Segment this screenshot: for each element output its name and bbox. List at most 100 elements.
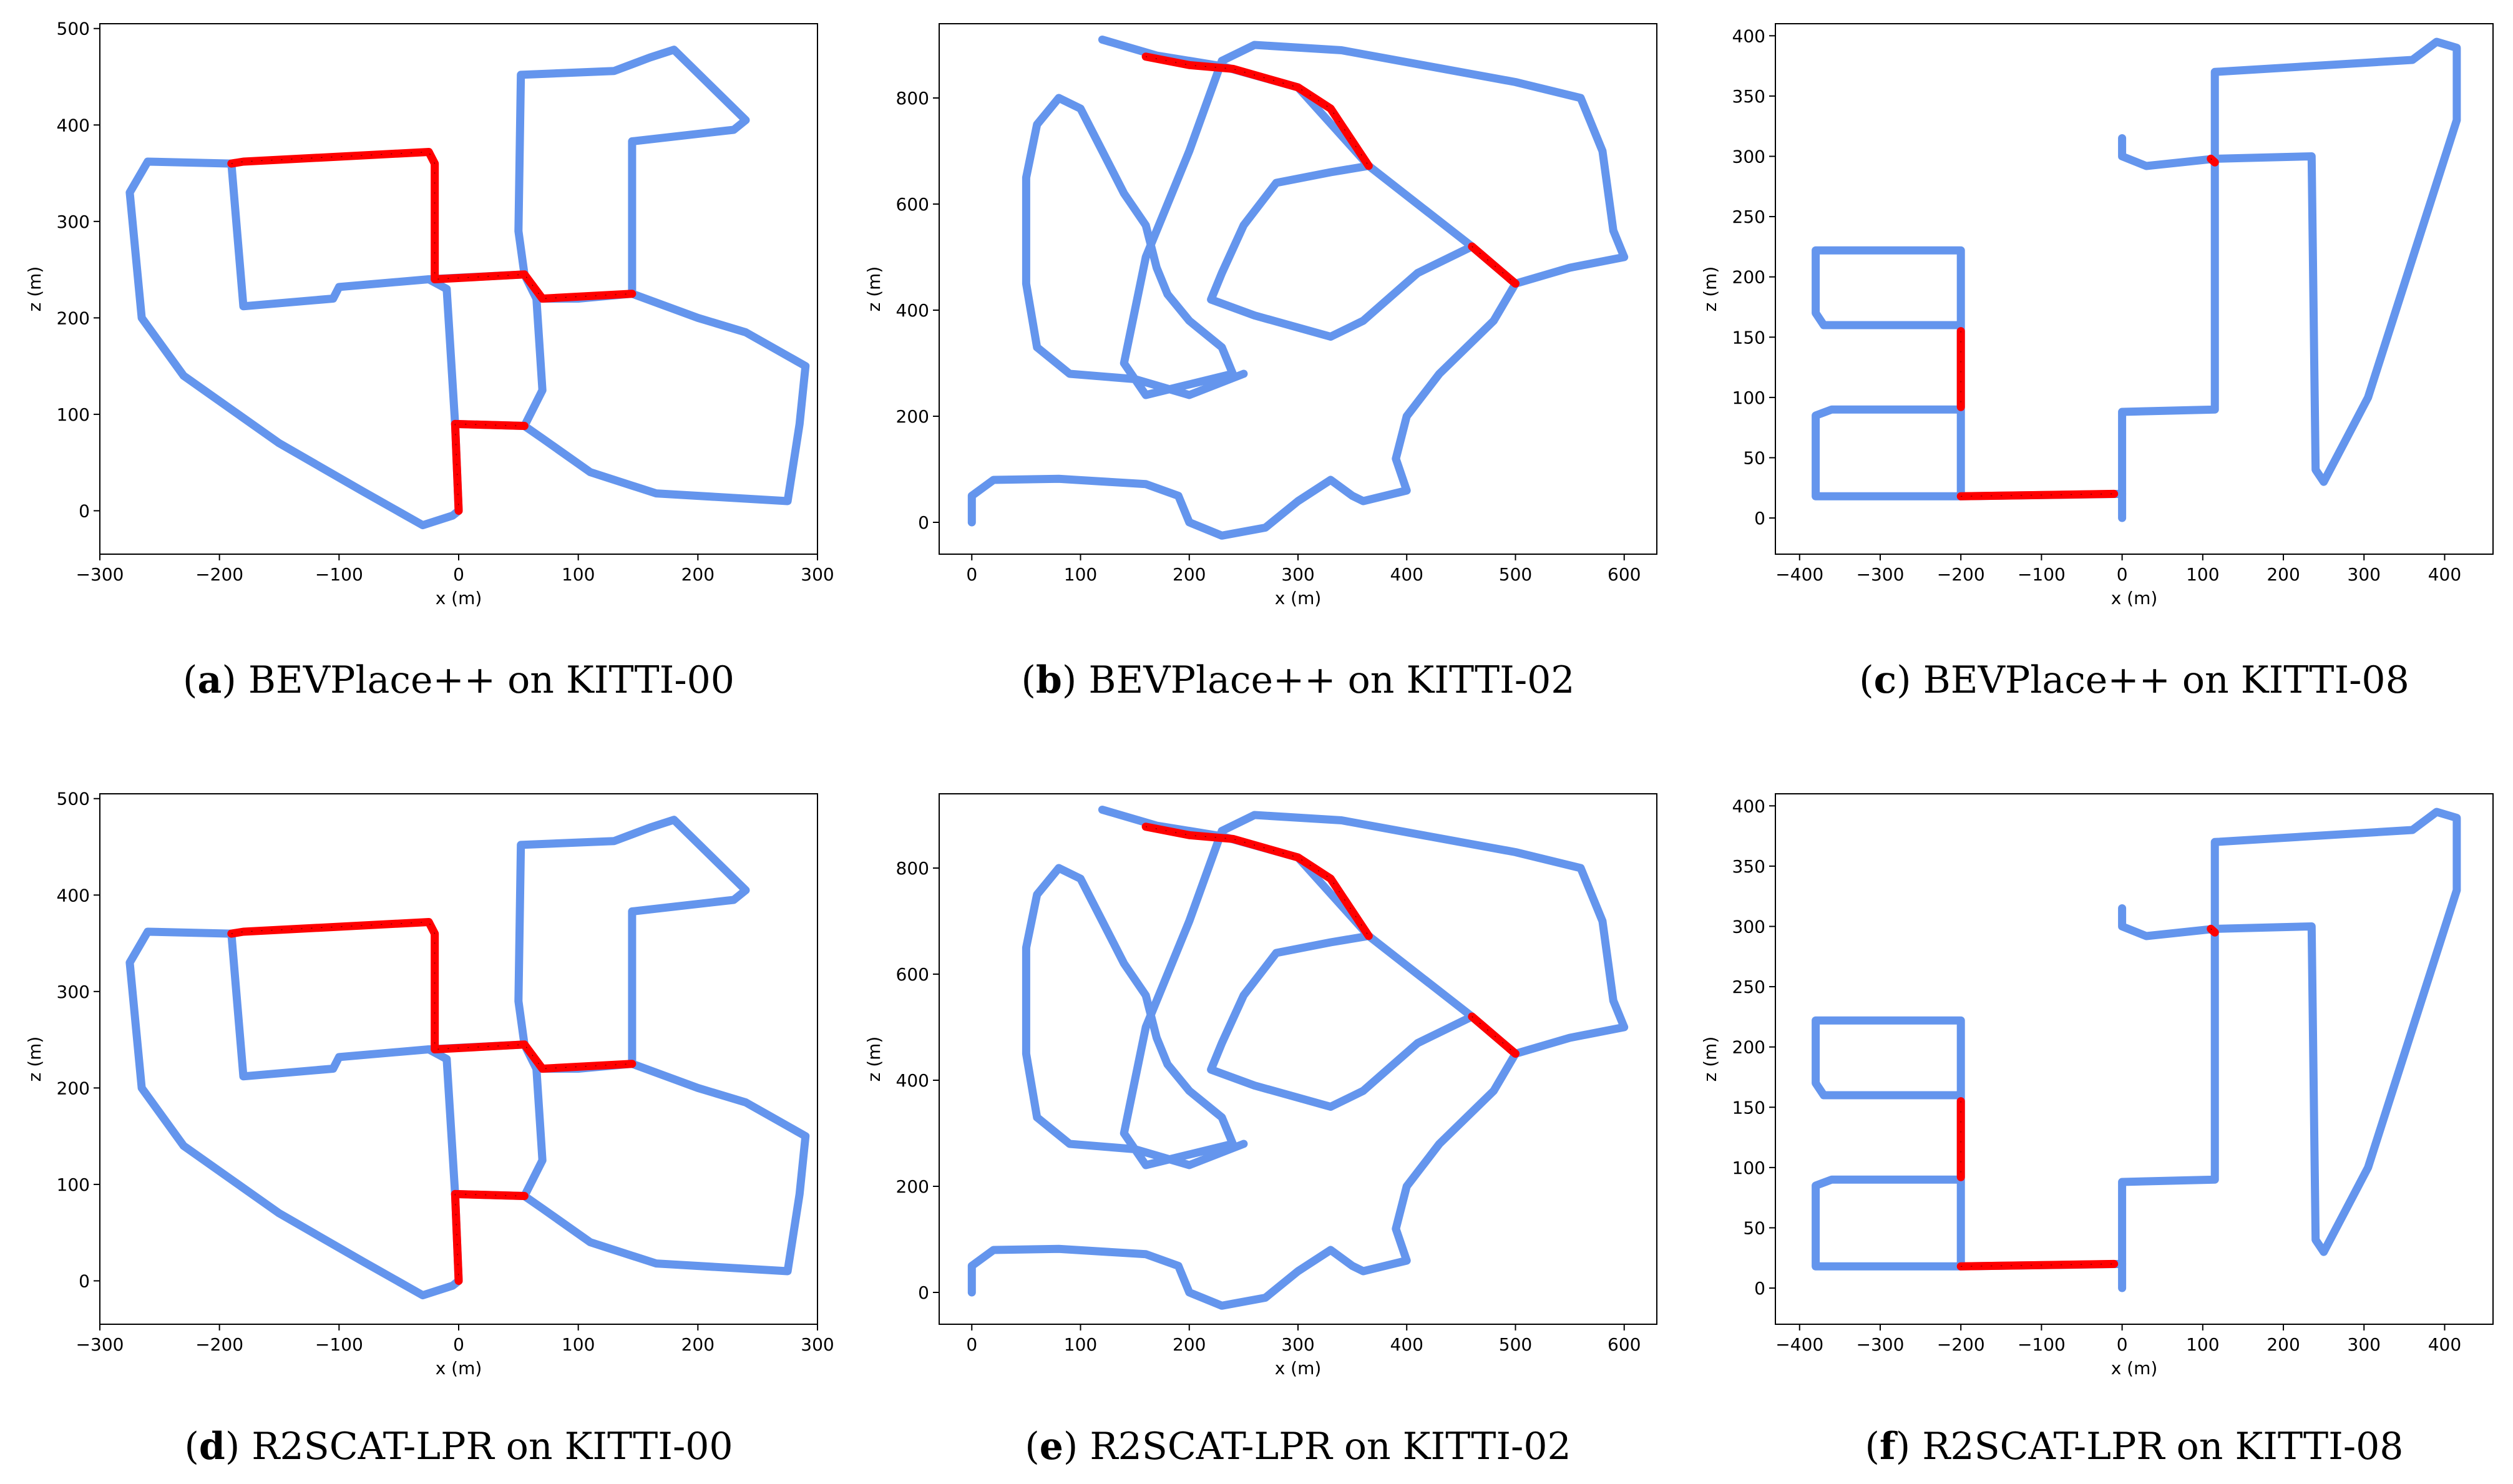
loop-closure-line [451, 1189, 529, 1200]
trajectory-line [2118, 37, 2461, 522]
trajectory-line [967, 41, 1629, 540]
x-axis-label: x (m) [2111, 1358, 2158, 1379]
x-tick-label: 0 [966, 1334, 977, 1355]
loop-closure-line [1956, 1259, 2119, 1271]
loop-closure-marks [2210, 158, 2215, 163]
y-tick-label: 300 [57, 982, 90, 1002]
axes-frame [1775, 793, 2494, 1325]
trajectory-line [424, 816, 810, 1276]
panel-caption: (f) R2SCAT-LPR on KITTI-08 [1865, 1425, 2404, 1468]
x-tick-label: 300 [2348, 564, 2381, 585]
x-tick-label: −300 [76, 564, 124, 585]
y-tick-label: 0 [918, 1282, 929, 1303]
y-tick-label: 350 [1732, 856, 1765, 877]
y-tick-label: 300 [1732, 147, 1765, 167]
x-tick-label: 300 [801, 1334, 834, 1355]
y-tick-label: 500 [57, 19, 90, 39]
x-axis-label: x (m) [436, 588, 482, 608]
trajectory-line [1364, 162, 1476, 251]
x-tick-label: 400 [1390, 564, 1423, 585]
panel-c: −400 −300 −200 −100 0 100 200 300 400 0 50 100 150 20… [1700, 23, 2494, 702]
x-tick-label: −200 [1937, 564, 1985, 585]
y-tick-label: 400 [896, 1070, 929, 1091]
panel-caption: (c) BEVPlace++ on KITTI-08 [1859, 658, 2409, 702]
plot-area [967, 806, 1629, 1310]
y-axis-label: z (m) [864, 266, 884, 312]
x-tick-label: 100 [562, 1334, 595, 1355]
panel-f: −400 −300 −200 −100 0 100 200 300 400 0 50 100 150 20… [1700, 793, 2494, 1468]
y-tick-label: 250 [1732, 977, 1765, 997]
loop-closure-line [227, 918, 637, 1073]
trajectory-line [1364, 932, 1476, 1021]
x-tick-label: −100 [2018, 564, 2066, 585]
panel-d: −300 −200 −100 0 100 200 300 0 100 200 300 400 500 x … [24, 789, 834, 1468]
y-axis-label: z (m) [1700, 266, 1720, 312]
y-tick-label: 400 [1732, 796, 1765, 816]
x-tick-label: 300 [801, 564, 834, 585]
axes-frame [939, 793, 1657, 1325]
x-tick-label: 0 [2117, 1334, 2128, 1355]
y-tick-label: 100 [57, 404, 90, 425]
y-tick-label: 300 [1732, 917, 1765, 937]
y-tick-label: 0 [79, 1271, 90, 1291]
x-tick-label: 0 [2117, 564, 2128, 585]
x-axis-label: x (m) [1275, 588, 1322, 608]
y-tick-label: 400 [896, 300, 929, 321]
x-tick-label: 200 [2267, 1334, 2300, 1355]
x-tick-label: −200 [195, 1334, 243, 1355]
loop-closure-marks [2210, 928, 2215, 933]
panel-e: 0 100 200 300 400 500 600 0 200 400 600 800 x (m) z (… [864, 793, 1657, 1468]
x-axis-label: x (m) [2111, 588, 2158, 608]
y-axis-label: z (m) [24, 266, 45, 312]
x-tick-label: −100 [2018, 1334, 2066, 1355]
loop-closure-line [227, 148, 637, 303]
x-tick-label: 200 [2267, 564, 2300, 585]
y-tick-label: 200 [896, 406, 929, 427]
y-tick-label: 200 [1732, 267, 1765, 288]
y-axis-label: z (m) [864, 1037, 884, 1082]
y-tick-label: 200 [1732, 1037, 1765, 1058]
trajectory-line [2118, 808, 2461, 1292]
panel-caption: (d) R2SCAT-LPR on KITTI-00 [184, 1425, 733, 1468]
y-tick-label: 0 [1754, 508, 1765, 529]
y-tick-label: 200 [896, 1176, 929, 1197]
x-tick-label: 400 [2428, 1334, 2461, 1355]
x-tick-label: 100 [562, 564, 595, 585]
x-tick-label: 300 [2348, 1334, 2381, 1355]
axes-frame [1775, 23, 2494, 555]
x-tick-label: 600 [1608, 564, 1641, 585]
x-tick-label: 500 [1499, 564, 1532, 585]
x-tick-label: −400 [1775, 564, 1823, 585]
loop-closure-line [1141, 52, 1373, 170]
panel-caption: (b) BEVPlace++ on KITTI-02 [1022, 658, 1575, 702]
y-tick-label: 100 [1732, 1158, 1765, 1178]
x-axis-label: x (m) [1275, 1358, 1322, 1379]
y-tick-label: 200 [57, 1078, 90, 1098]
y-tick-label: 300 [57, 212, 90, 232]
x-tick-label: 200 [681, 1334, 715, 1355]
x-tick-label: 100 [1064, 1334, 1097, 1355]
x-tick-label: 300 [1281, 1334, 1314, 1355]
y-tick-label: 50 [1743, 1218, 1765, 1238]
y-tick-label: 0 [918, 512, 929, 533]
x-tick-label: 400 [1390, 1334, 1423, 1355]
axes-frame [939, 23, 1657, 555]
x-tick-label: 400 [2428, 564, 2461, 585]
loop-closure-line [1956, 489, 2119, 500]
y-tick-label: 500 [57, 789, 90, 809]
panel-a: −300 −200 −100 0 100 200 300 0 100 200 300 400 500 x … [24, 19, 834, 702]
x-tick-label: 300 [1281, 564, 1314, 585]
panel-caption: (a) BEVPlace++ on KITTI-00 [183, 658, 734, 702]
loop-closure-line [1468, 1012, 1520, 1058]
x-tick-label: 500 [1499, 1334, 1532, 1355]
trajectory-line [1812, 246, 2127, 500]
plot-area [125, 46, 810, 530]
y-tick-label: 0 [79, 500, 90, 521]
x-axis-label: x (m) [436, 1358, 482, 1379]
plot-area [1812, 808, 2461, 1292]
y-tick-label: 600 [896, 194, 929, 215]
trajectory-line [1812, 1016, 2127, 1271]
plot-area [967, 36, 1629, 540]
trajectory-line [967, 811, 1629, 1310]
